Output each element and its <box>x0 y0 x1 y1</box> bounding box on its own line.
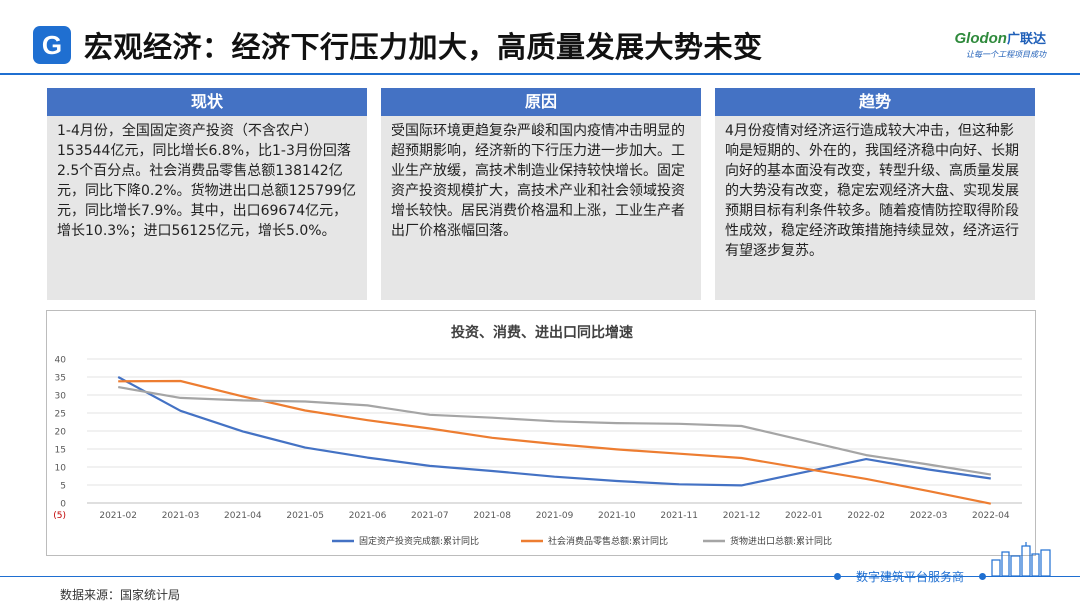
footer-dot-right <box>979 573 986 580</box>
legend-label: 货物进出口总额:累计同比 <box>730 535 832 547</box>
x-tick-label: 2021-12 <box>723 511 761 521</box>
series-line-0 <box>117 376 991 487</box>
series-line-2 <box>118 386 991 476</box>
title-divider <box>0 73 1080 75</box>
city-skyline-icon <box>991 542 1051 576</box>
y-tick-label: 5 <box>60 482 66 492</box>
legend-label: 社会消费品零售总额:累计同比 <box>548 535 668 547</box>
panel-heading: 原因 <box>381 88 701 116</box>
x-tick-label: 2022-04 <box>972 511 1010 521</box>
data-source-note: 数据来源：国家统计局 <box>60 588 181 602</box>
x-tick-label: 2021-11 <box>660 511 698 521</box>
series-layer <box>117 376 992 505</box>
chart-canvas: 投资、消费、进出口同比增速 40 35 30 25 20 15 10 5 0(5) 2021-0… <box>53 324 1022 547</box>
footer-dot-left <box>834 573 841 580</box>
x-axis: 2021-02 2021-03 2021-04 2021-05 2021-06 2021-… <box>99 511 1010 521</box>
x-tick-label: 2021-06 <box>349 511 387 521</box>
x-tick-label: 2021-04 <box>224 511 262 521</box>
y-tick-label: 35 <box>55 374 66 384</box>
x-tick-label: 2021-02 <box>99 511 137 521</box>
panel-status: 现状 1-4月份，全国固定资产投资（不含农户）153544亿元，同比增长6.8%… <box>47 88 367 300</box>
x-tick-label: 2022-02 <box>847 511 885 521</box>
x-tick-label: 2021-08 <box>473 511 511 521</box>
x-tick-label: 2021-09 <box>536 511 574 521</box>
y-tick-label: 10 <box>55 464 67 474</box>
page-title: 宏观经济：经济下行压力加大，高质量发展大势未变 <box>84 30 763 64</box>
legend-label: 固定资产投资完成额:累计同比 <box>359 535 479 547</box>
panel-heading: 现状 <box>47 88 367 116</box>
y-tick-label: 40 <box>55 356 67 366</box>
x-tick-label: 2022-01 <box>785 511 823 521</box>
y-tick-label: 20 <box>55 428 67 438</box>
y-tick-label: 15 <box>55 446 66 456</box>
brand-cn-name: 广联达 <box>1006 32 1046 47</box>
chart-title: 投资、消费、进出口同比增速 <box>451 324 633 341</box>
panel-body: 1-4月份，全国固定资产投资（不含农户）153544亿元，同比增长6.8%，比1… <box>57 123 357 239</box>
brand-name: Glodon <box>954 30 1007 47</box>
y-tick-label: 30 <box>55 392 67 402</box>
panel-body: 4月份疫情对经济运行造成较大冲击，但这种影响是短期的、外在的，我国经济稳中向好、… <box>725 123 1019 259</box>
panel-trend: 趋势 4月份疫情对经济运行造成较大冲击，但这种影响是短期的、外在的，我国经济稳中… <box>715 88 1035 300</box>
growth-chart: 投资、消费、进出口同比增速 40 35 30 25 20 15 10 5 0 (5) 2021-0… <box>46 310 1036 556</box>
footer-platform-label: 数字建筑平台服务商 <box>856 570 965 584</box>
brand-slogan: 让每一个工程项目成功 <box>966 50 1046 59</box>
logo-letter: G <box>42 30 62 60</box>
y-tick-label: 25 <box>55 410 66 420</box>
x-tick-label: 2021-03 <box>162 511 200 521</box>
brand-logo: Glodon广联达 让每一个工程项目成功 <box>954 28 1046 60</box>
chart-legend: 固定资产投资完成额:累计同比 社会消费品零售总额:累计同比 货物进出口总额:累计同比 <box>332 535 832 547</box>
glodon-g-logo: G <box>33 26 71 64</box>
series-line-1 <box>118 379 992 505</box>
y-tick-label: 0 <box>60 500 66 510</box>
panel-cause: 原因 受国际环境更趋复杂严峻和国内疫情冲击明显的超预期影响，经济新的下行压力进一… <box>381 88 701 300</box>
x-tick-label: 2021-07 <box>411 511 449 521</box>
panel-heading: 趋势 <box>715 88 1035 116</box>
y-axis: 40 35 30 25 20 15 10 5 0(5) <box>53 356 66 522</box>
panel-body: 受国际环境更趋复杂严峻和国内疫情冲击明显的超预期影响，经济新的下行压力进一步加大… <box>391 123 685 239</box>
x-tick-label: 2021-10 <box>598 511 636 521</box>
footer-divider <box>0 576 1080 577</box>
x-tick-label: 2022-03 <box>910 511 948 521</box>
x-tick-label: 2021-05 <box>286 511 324 521</box>
y-tick-label-negative: (5) <box>53 511 66 521</box>
g-logo-icon: G <box>42 30 62 60</box>
